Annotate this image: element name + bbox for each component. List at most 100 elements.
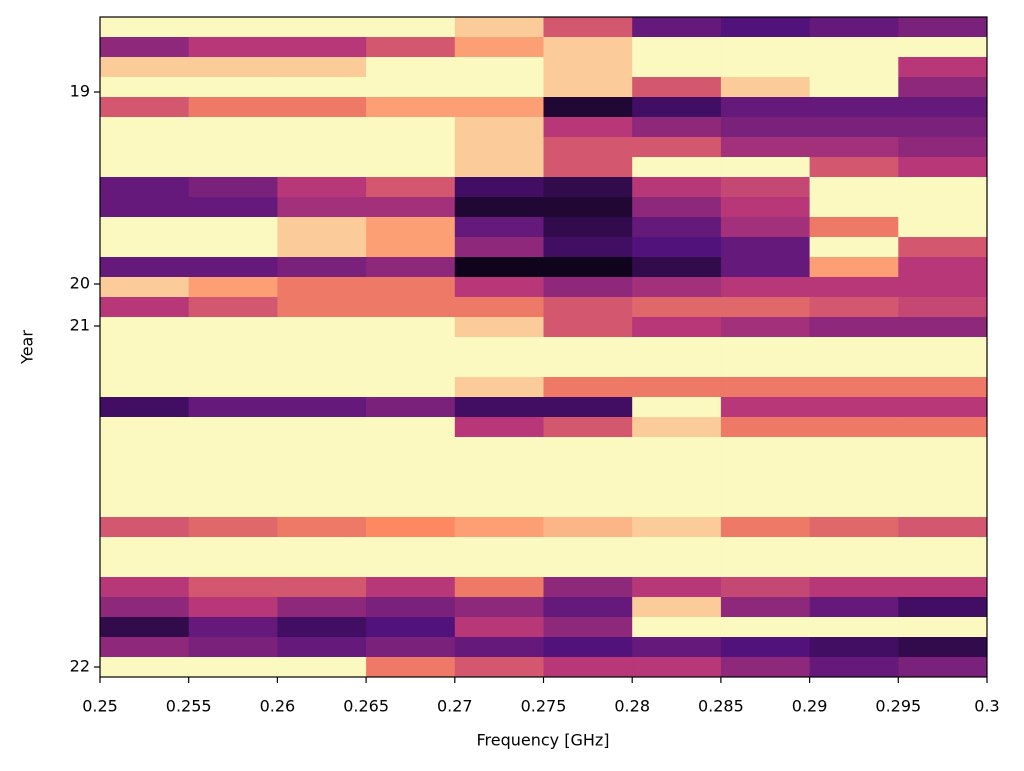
heatmap-cell xyxy=(632,37,722,58)
heatmap-cell xyxy=(100,617,190,638)
heatmap-cell xyxy=(632,297,722,318)
heatmap-cell xyxy=(543,577,633,598)
heatmap-cell xyxy=(720,57,811,78)
heatmap-cell xyxy=(277,317,367,338)
heatmap-cell xyxy=(188,557,278,578)
heatmap-cell xyxy=(188,77,278,98)
heatmap-cell xyxy=(720,437,811,458)
heatmap-cell xyxy=(100,177,190,198)
heatmap-cell xyxy=(277,657,367,678)
heatmap-cell xyxy=(543,97,633,118)
heatmap-cell xyxy=(720,417,811,438)
heatmap-cell xyxy=(188,37,278,58)
heatmap-cell xyxy=(720,357,811,378)
x-tick-label: 0.26 xyxy=(260,697,296,716)
heatmap-cell xyxy=(720,277,811,298)
heatmap-cell xyxy=(100,317,190,338)
heatmap-cell xyxy=(100,197,190,218)
heatmap-cell xyxy=(632,357,722,378)
heatmap-cell xyxy=(100,557,190,578)
heatmap-cell xyxy=(632,477,722,498)
heatmap-cell xyxy=(809,517,899,538)
heatmap-cell xyxy=(100,137,190,158)
heatmap-cell xyxy=(188,277,278,298)
x-tick-label: 0.255 xyxy=(166,697,212,716)
heatmap-cell xyxy=(632,177,722,198)
heatmap-cell xyxy=(898,197,988,218)
heatmap-cell xyxy=(720,657,811,678)
heatmap-cell xyxy=(277,397,367,418)
heatmap-cell xyxy=(277,197,367,218)
heatmap-cell xyxy=(188,97,278,118)
heatmap-cell xyxy=(809,497,899,518)
heatmap-cell xyxy=(809,157,899,178)
heatmap-cell xyxy=(454,617,544,638)
heatmap-cell xyxy=(898,497,988,518)
heatmap-cell xyxy=(454,517,544,538)
heatmap-cell xyxy=(809,317,899,338)
heatmap-cell xyxy=(543,57,633,78)
heatmap-cell xyxy=(809,637,899,658)
heatmap-cell xyxy=(454,137,544,158)
heatmap-cell xyxy=(720,297,811,318)
heatmap-cell xyxy=(454,417,544,438)
heatmap-cell xyxy=(277,37,367,58)
heatmap-cell xyxy=(898,257,988,278)
heatmap-cell xyxy=(898,417,988,438)
heatmap-cell xyxy=(632,17,722,38)
heatmap-cell xyxy=(454,597,544,618)
heatmap-cell xyxy=(632,397,722,418)
heatmap-cell xyxy=(454,437,544,458)
heatmap-cell xyxy=(543,17,633,38)
heatmap-cell xyxy=(543,537,633,558)
heatmap-cell xyxy=(543,597,633,618)
heatmap-cell xyxy=(100,77,190,98)
heatmap-cell xyxy=(632,597,722,618)
heatmap-cell xyxy=(898,357,988,378)
heatmap-cell xyxy=(632,157,722,178)
heatmap-cell xyxy=(454,57,544,78)
heatmap-cell xyxy=(277,537,367,558)
heatmap-cell xyxy=(277,617,367,638)
heatmap-cell xyxy=(277,477,367,498)
heatmap-cell xyxy=(366,517,456,538)
heatmap-cell xyxy=(543,517,633,538)
heatmap-cell xyxy=(632,437,722,458)
heatmap-cell xyxy=(277,597,367,618)
heatmap-cell xyxy=(454,237,544,258)
heatmap-cell xyxy=(188,297,278,318)
heatmap-cell xyxy=(543,637,633,658)
heatmap-cell xyxy=(277,157,367,178)
heatmap-cell xyxy=(188,417,278,438)
heatmap-cell xyxy=(366,377,456,398)
heatmap-cell xyxy=(720,337,811,358)
heatmap-cell xyxy=(454,557,544,578)
heatmap-cell xyxy=(809,237,899,258)
heatmap-cell xyxy=(188,317,278,338)
heatmap-cell xyxy=(366,237,456,258)
heatmap-cell xyxy=(898,217,988,238)
heatmap-cell xyxy=(454,537,544,558)
heatmap-cell xyxy=(454,397,544,418)
heatmap-cell xyxy=(277,217,367,238)
heatmap-cell xyxy=(543,317,633,338)
heatmap-cell xyxy=(809,457,899,478)
heatmap-cell xyxy=(100,657,190,678)
heatmap-cell xyxy=(188,537,278,558)
heatmap-cell xyxy=(543,157,633,178)
heatmap-cell xyxy=(543,117,633,138)
heatmap-cell xyxy=(898,317,988,338)
heatmap-cell xyxy=(720,397,811,418)
heatmap-cell xyxy=(454,77,544,98)
heatmap-cell xyxy=(188,337,278,358)
heatmap-cell xyxy=(898,97,988,118)
heatmap-cell xyxy=(898,397,988,418)
heatmap-cell xyxy=(898,157,988,178)
heatmap-cell xyxy=(188,177,278,198)
x-tick-label: 0.28 xyxy=(614,697,650,716)
heatmap-cell xyxy=(809,377,899,398)
heatmap-cell xyxy=(898,437,988,458)
heatmap-cell xyxy=(898,597,988,618)
heatmap-cell xyxy=(543,417,633,438)
